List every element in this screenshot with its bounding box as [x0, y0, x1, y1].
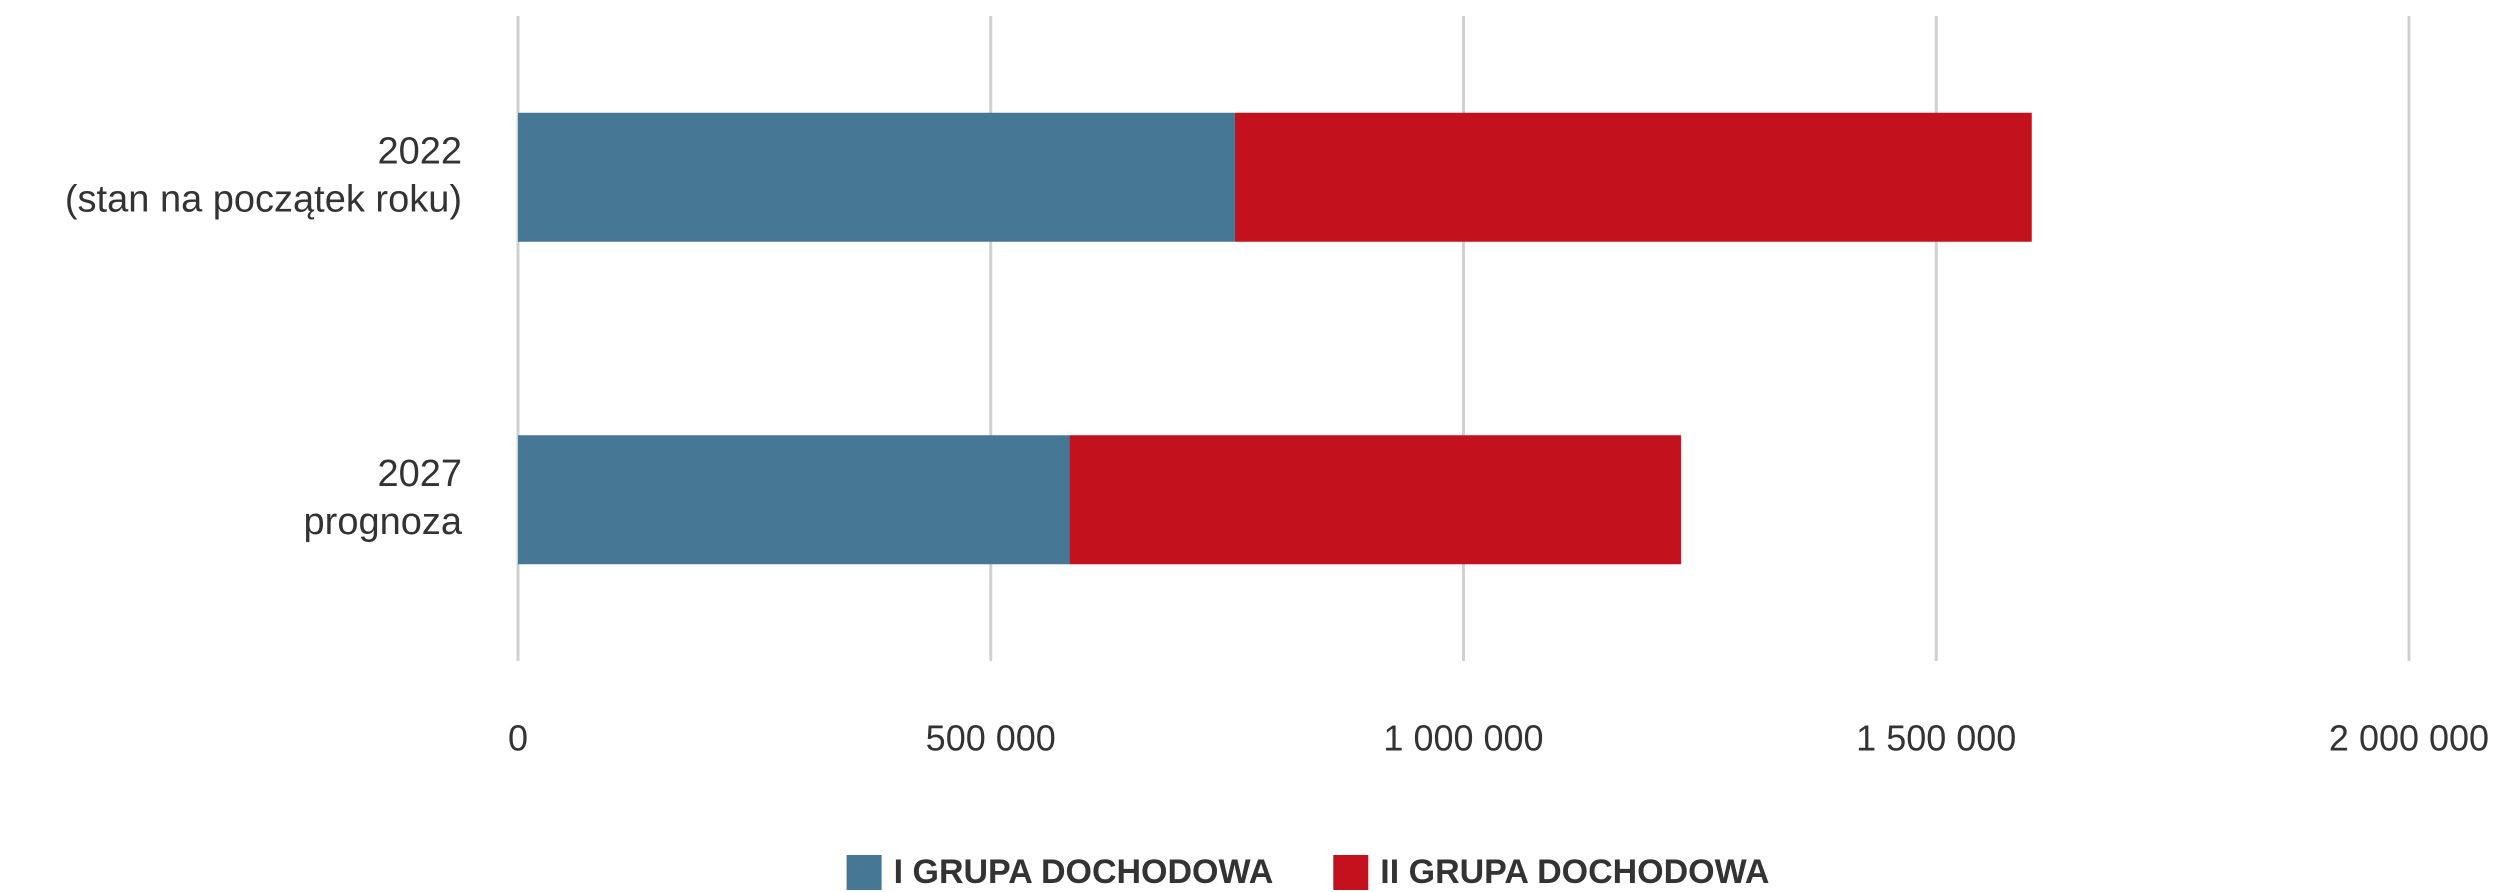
x-tick-label: 2 000 000	[2329, 718, 2489, 759]
legend-swatch	[1333, 855, 1369, 890]
x-tick-label: 500 000	[926, 718, 1056, 759]
bar-segment	[1069, 435, 1681, 565]
legend-label: I GRUPA DOCHODOWA	[894, 853, 1274, 891]
y-tick-label: prognoza	[304, 501, 463, 543]
bar-segment	[518, 112, 1235, 242]
bar-segment	[518, 435, 1070, 565]
x-tick-label: 1 500 000	[1856, 718, 2016, 759]
legend-swatch	[846, 855, 882, 890]
bar-segment	[1234, 112, 2032, 242]
y-tick-label: 2027	[377, 453, 462, 495]
x-tick-label: 0	[508, 718, 528, 759]
legend-label: II GRUPA DOCHODOWA	[1380, 853, 1769, 891]
x-tick-label: 1 000 000	[1383, 718, 1543, 759]
y-tick-label: (stan na początek roku)	[65, 178, 462, 220]
y-tick-label: 2022	[377, 130, 462, 172]
